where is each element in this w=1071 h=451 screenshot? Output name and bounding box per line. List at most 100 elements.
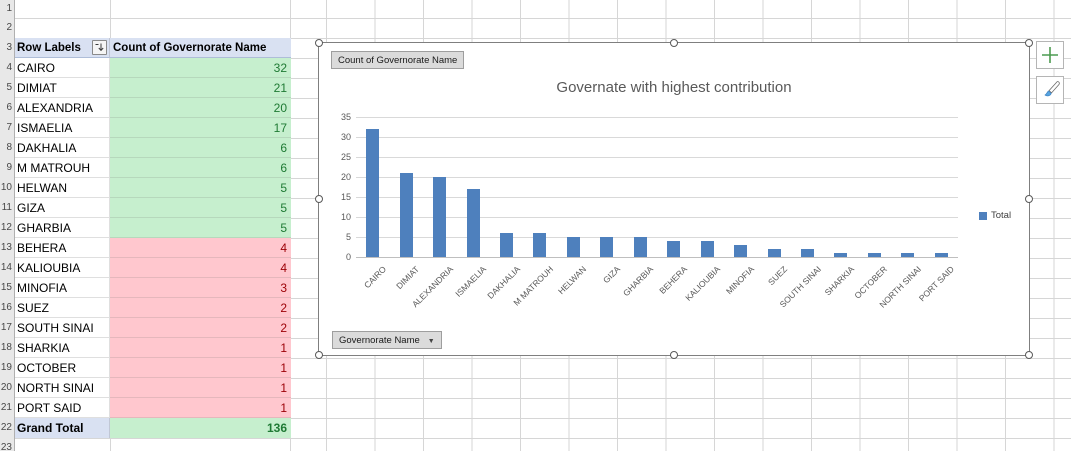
pivot-row-label[interactable]: SUEZ xyxy=(14,298,110,318)
sort-filter-icon[interactable] xyxy=(92,40,107,55)
selection-handle[interactable] xyxy=(1025,351,1033,359)
selection-handle[interactable] xyxy=(670,351,678,359)
y-axis-tick-label: 20 xyxy=(340,171,351,182)
bar[interactable] xyxy=(566,237,580,257)
pivot-row-value[interactable]: 4 xyxy=(110,258,291,278)
row-number: 11 xyxy=(1,202,12,213)
pivot-row-value[interactable]: 3 xyxy=(110,278,291,298)
pivot-row-label[interactable]: OCTOBER xyxy=(14,358,110,378)
pivot-row: NORTH SINAI 1 xyxy=(14,378,291,398)
pivot-row: BEHERA 4 xyxy=(14,238,291,258)
pivot-row-value[interactable]: 21 xyxy=(110,78,291,98)
pivot-row-label[interactable]: KALIOUBIA xyxy=(14,258,110,278)
bar[interactable] xyxy=(901,253,915,257)
bar[interactable] xyxy=(667,241,681,257)
bar[interactable] xyxy=(399,173,413,257)
pivot-row-value[interactable]: 5 xyxy=(110,178,291,198)
pivot-row-value[interactable]: 1 xyxy=(110,358,291,378)
pivot-row-value[interactable]: 32 xyxy=(110,58,291,78)
row-number: 21 xyxy=(0,402,12,413)
pivot-row-value[interactable]: 17 xyxy=(110,118,291,138)
legend-label: Total xyxy=(991,210,1012,221)
bar[interactable] xyxy=(466,189,480,257)
pivot-row-value[interactable]: 2 xyxy=(110,318,291,338)
pivot-row-label[interactable]: M MATROUH xyxy=(14,158,110,178)
pivot-row-value[interactable]: 2 xyxy=(110,298,291,318)
pivot-row: OCTOBER 1 xyxy=(14,358,291,378)
selection-handle[interactable] xyxy=(315,351,323,359)
bar[interactable] xyxy=(767,249,781,257)
pivot-row-label[interactable]: GHARBIA xyxy=(14,218,110,238)
chart-gridline xyxy=(356,137,958,138)
pivot-chart[interactable]: Count of Governorate Name Governate with… xyxy=(315,39,1033,359)
pivot-row: SHARKIA 1 xyxy=(14,338,291,358)
pivot-row-label[interactable]: DIMIAT xyxy=(14,78,110,98)
paintbrush-icon xyxy=(1044,81,1060,97)
grand-total-label[interactable]: Grand Total xyxy=(14,418,110,438)
axis-field-label: Governorate Name xyxy=(339,335,420,346)
selection-handle[interactable] xyxy=(1025,195,1033,203)
pivot-row: M MATROUH 6 xyxy=(14,158,291,178)
pivot-row-label[interactable]: HELWAN xyxy=(14,178,110,198)
pivot-header-row-labels[interactable]: Row Labels xyxy=(14,38,110,58)
bar[interactable] xyxy=(600,237,614,257)
row-number: 5 xyxy=(6,82,12,93)
pivot-row-label[interactable]: MINOFIA xyxy=(14,278,110,298)
chart-title[interactable]: Governate with highest contribution xyxy=(556,79,792,96)
pivot-row-label[interactable]: NORTH SINAI xyxy=(14,378,110,398)
bar[interactable] xyxy=(366,129,380,257)
pivot-header-count[interactable]: Count of Governorate Name xyxy=(110,38,291,58)
x-axis-category-label: PORT SAID xyxy=(917,264,957,304)
pivot-row: DAKHALIA 6 xyxy=(14,138,291,158)
y-axis-tick-label: 10 xyxy=(340,211,351,222)
row-labels-text: Row Labels xyxy=(17,41,81,54)
pivot-row-label[interactable]: ISMAELIA xyxy=(14,118,110,138)
pivot-row-label[interactable]: GIZA xyxy=(14,198,110,218)
pivot-row-value[interactable]: 1 xyxy=(110,378,291,398)
pivot-row-label[interactable]: SOUTH SINAI xyxy=(14,318,110,338)
pivot-row-value[interactable]: 5 xyxy=(110,198,291,218)
pivot-row-value[interactable]: 5 xyxy=(110,218,291,238)
bar[interactable] xyxy=(500,233,513,257)
x-axis-category-label: DIMIAT xyxy=(394,264,422,292)
grand-total-value[interactable]: 136 xyxy=(110,418,291,438)
pivot-row-label[interactable]: PORT SAID xyxy=(14,398,110,418)
pivot-row-value[interactable]: 1 xyxy=(110,398,291,418)
selection-handle[interactable] xyxy=(315,39,323,47)
plus-icon xyxy=(1042,47,1058,63)
bar[interactable] xyxy=(934,253,948,257)
pivot-row-label[interactable]: ALEXANDRIA xyxy=(14,98,110,118)
x-axis-category-label: GIZA xyxy=(600,264,622,286)
chart-styles-button[interactable] xyxy=(1036,76,1064,104)
chart-elements-button[interactable] xyxy=(1036,41,1064,69)
pivot-row-value[interactable]: 6 xyxy=(110,158,291,178)
chart-legend[interactable]: Total xyxy=(979,210,1011,221)
bar[interactable] xyxy=(834,253,848,257)
pivot-row-value[interactable]: 20 xyxy=(110,98,291,118)
bar[interactable] xyxy=(867,253,881,257)
pivot-row: ISMAELIA 17 xyxy=(14,118,291,138)
bar[interactable] xyxy=(533,233,547,257)
selection-handle[interactable] xyxy=(670,39,678,47)
pivot-row: GHARBIA 5 xyxy=(14,218,291,238)
bar[interactable] xyxy=(801,249,814,257)
pivot-row: DIMIAT 21 xyxy=(14,78,291,98)
pivot-row-label[interactable]: BEHERA xyxy=(14,238,110,258)
pivot-row-value[interactable]: 4 xyxy=(110,238,291,258)
selection-handle[interactable] xyxy=(315,195,323,203)
pivot-row-label[interactable]: SHARKIA xyxy=(14,338,110,358)
pivot-row-label[interactable]: DAKHALIA xyxy=(14,138,110,158)
bar[interactable] xyxy=(633,237,647,257)
pivot-row-label[interactable]: CAIRO xyxy=(14,58,110,78)
pivot-row-value[interactable]: 6 xyxy=(110,138,291,158)
pivot-row: MINOFIA 3 xyxy=(14,278,291,298)
axis-field-button[interactable]: Governorate Name ▼ xyxy=(332,331,442,349)
bar[interactable] xyxy=(734,245,748,257)
row-number: 17 xyxy=(0,322,12,333)
bar[interactable] xyxy=(433,177,447,257)
bar[interactable] xyxy=(700,241,714,257)
value-field-button[interactable]: Count of Governorate Name xyxy=(331,51,465,69)
pivot-row-value[interactable]: 1 xyxy=(110,338,291,358)
selection-handle[interactable] xyxy=(1025,39,1033,47)
row-number: 19 xyxy=(0,362,12,373)
